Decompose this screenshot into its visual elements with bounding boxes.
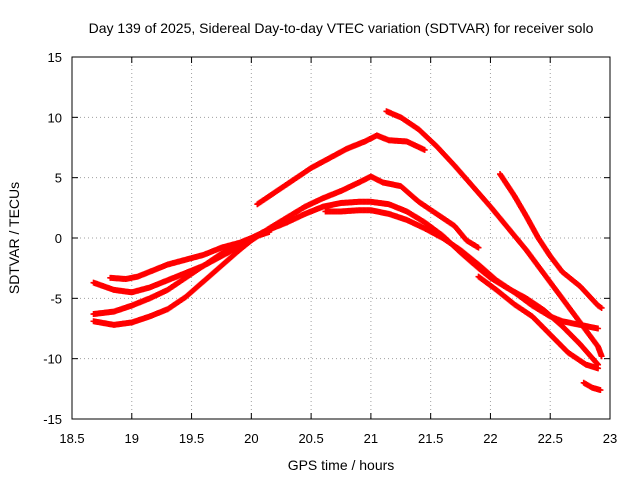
chart-title: Day 139 of 2025, Sidereal Day-to-day VTE…	[89, 20, 594, 36]
series-track-2	[90, 173, 482, 328]
data-point	[597, 387, 604, 394]
x-tick-label: 18.5	[59, 431, 84, 446]
series-layer	[90, 108, 605, 394]
series-track-10	[580, 379, 604, 394]
data-point	[421, 146, 428, 153]
x-axis-label: GPS time / hours	[288, 457, 395, 473]
y-tick-label: 5	[55, 171, 62, 186]
series-track-7	[383, 108, 605, 360]
x-tick-label: 22.5	[538, 431, 563, 446]
data-point	[475, 244, 482, 251]
x-tick-label: 22	[483, 431, 497, 446]
y-axis-label: SDTVAR / TECUs	[6, 182, 22, 294]
x-tick-label: 19	[125, 431, 139, 446]
x-tick-label: 19.5	[179, 431, 204, 446]
x-tick-label: 21.5	[418, 431, 443, 446]
data-point	[598, 304, 605, 311]
data-point	[266, 228, 273, 235]
x-tick-label: 20.5	[298, 431, 323, 446]
y-tick-label: 10	[48, 110, 62, 125]
x-tick-label: 20	[244, 431, 258, 446]
x-tick-label: 21	[364, 431, 378, 446]
tick-labels: 18.5 19 19.5 20 20.5 21 21.5 22 22.5 23 -15 -10 -5 0 5…	[43, 50, 617, 446]
grid	[72, 57, 610, 419]
y-tick-label: 15	[48, 50, 62, 65]
x-tick-label: 23	[603, 431, 617, 446]
data-point	[595, 325, 602, 332]
series-track-5	[254, 132, 428, 208]
y-tick-label: 0	[55, 231, 62, 246]
plot-frame	[71, 56, 611, 420]
data-point	[595, 365, 602, 372]
series-track-8	[497, 171, 605, 311]
series-track-6	[322, 207, 602, 332]
ticks	[71, 56, 611, 420]
y-tick-label: -5	[50, 291, 62, 306]
y-tick-label: -10	[43, 352, 62, 367]
series-track-4	[107, 228, 273, 283]
data-point	[598, 353, 605, 360]
data-point-fill	[597, 304, 604, 311]
y-tick-label: -15	[43, 412, 62, 427]
series-track-9	[475, 273, 602, 372]
